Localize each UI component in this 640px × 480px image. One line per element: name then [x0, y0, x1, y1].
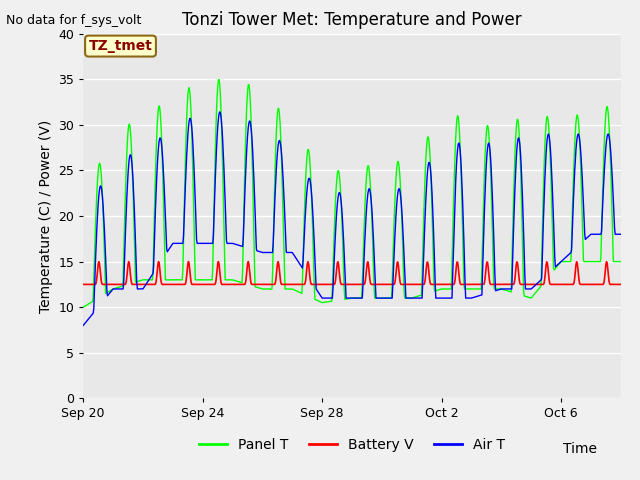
Text: Time: Time — [563, 442, 597, 456]
Y-axis label: Temperature (C) / Power (V): Temperature (C) / Power (V) — [39, 120, 52, 312]
Legend: Panel T, Battery V, Air T: Panel T, Battery V, Air T — [193, 432, 511, 457]
Text: No data for f_sys_volt: No data for f_sys_volt — [6, 14, 142, 27]
Text: TZ_tmet: TZ_tmet — [88, 39, 152, 53]
Title: Tonzi Tower Met: Temperature and Power: Tonzi Tower Met: Temperature and Power — [182, 11, 522, 29]
